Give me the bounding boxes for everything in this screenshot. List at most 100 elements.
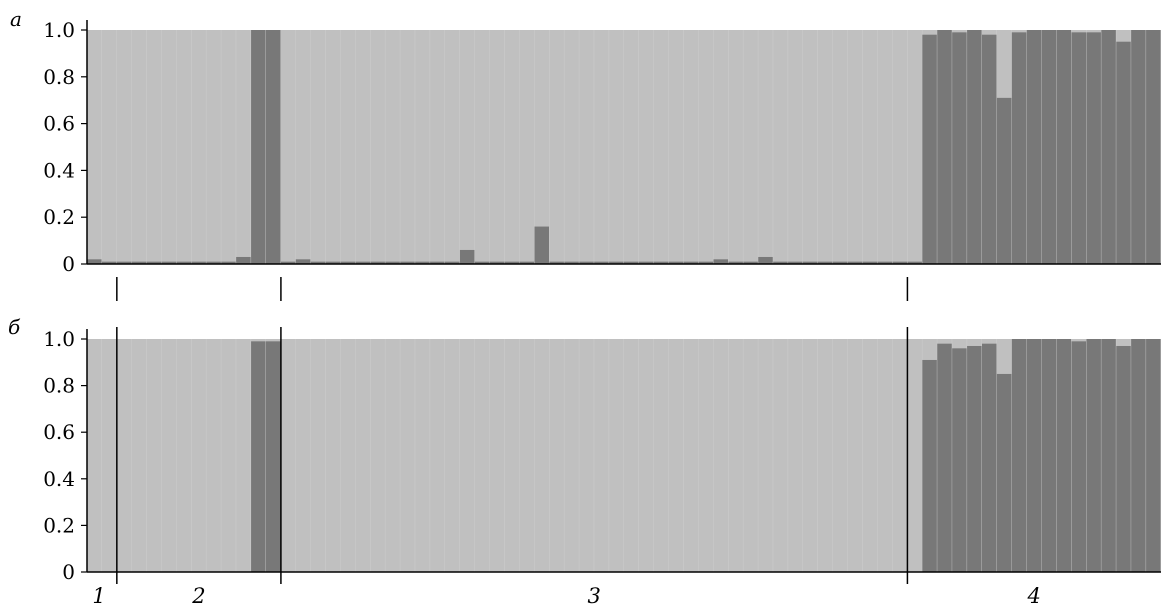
- bar-light-39: [668, 30, 684, 264]
- bar-dark-16: [325, 261, 341, 264]
- bar-light-18: [355, 339, 371, 572]
- y-tick-label: 0.6: [43, 112, 75, 136]
- bar-light-19: [370, 339, 386, 572]
- bar-dark-52: [862, 261, 878, 264]
- bar-dark-23: [430, 261, 445, 264]
- bar-light-36: [624, 30, 639, 264]
- bar-light-29: [519, 339, 535, 572]
- bar-dark-18: [355, 261, 371, 264]
- bar-light-42: [713, 339, 729, 572]
- bar-dark-36: [624, 261, 639, 264]
- bar-dark-21: [400, 261, 416, 264]
- bar-light-5: [161, 30, 177, 264]
- population-label-1: 1: [92, 584, 105, 607]
- bar-light-28: [504, 30, 520, 264]
- bar-light-37: [638, 30, 654, 264]
- bar-light-20: [385, 339, 401, 572]
- bar-dark-0: [87, 259, 102, 264]
- bar-light-9: [221, 30, 237, 264]
- bar-dark-28: [504, 261, 520, 264]
- bar-dark-15: [310, 261, 326, 264]
- bar-light-55: [907, 339, 923, 572]
- bar-light-6: [176, 30, 192, 264]
- bar-dark-63: [1026, 339, 1042, 572]
- bar-light-1: [101, 339, 117, 572]
- bar-light-44: [743, 30, 759, 264]
- bar-light-49: [817, 339, 833, 572]
- bar-light-50: [832, 30, 848, 264]
- bar-light-55: [907, 30, 923, 264]
- bar-light-32: [564, 30, 580, 264]
- bar-light-50: [832, 339, 848, 572]
- bar-light-46: [773, 30, 789, 264]
- bar-dark-68: [1101, 30, 1117, 264]
- bar-dark-46: [773, 261, 789, 264]
- y-tick-label: 0.2: [43, 205, 75, 229]
- bar-light-32: [564, 339, 580, 572]
- bar-dark-14: [295, 259, 311, 264]
- bar-light-40: [683, 339, 699, 572]
- bar-dark-62: [1011, 339, 1027, 572]
- bar-dark-66: [1071, 341, 1087, 572]
- bar-dark-61: [996, 373, 1012, 572]
- bar-light-0: [87, 30, 102, 264]
- bar-light-2: [116, 30, 132, 264]
- bar-light-3: [131, 339, 147, 572]
- bar-light-52: [862, 339, 878, 572]
- bar-light-7: [191, 339, 207, 572]
- y-tick-label: 1.0: [43, 18, 75, 42]
- bar-light-47: [788, 339, 803, 572]
- bar-dark-65: [1056, 30, 1072, 264]
- bar-light-10: [236, 339, 252, 572]
- population-label-4: 4: [1027, 584, 1041, 607]
- population-label-2: 2: [191, 584, 205, 607]
- bar-light-48: [803, 339, 818, 572]
- bar-dark-22: [415, 261, 431, 264]
- bar-light-4: [146, 339, 162, 572]
- bar-light-30: [534, 30, 550, 264]
- bar-light-0: [87, 339, 102, 572]
- bar-dark-61: [996, 97, 1012, 264]
- bar-light-31: [549, 339, 565, 572]
- bar-dark-59: [967, 30, 982, 264]
- bar-dark-63: [1026, 30, 1042, 264]
- bar-dark-71: [1146, 339, 1161, 572]
- bar-light-14: [295, 339, 311, 572]
- bar-light-24: [445, 30, 460, 264]
- bar-light-31: [549, 30, 565, 264]
- bar-dark-70: [1131, 339, 1147, 572]
- bar-light-49: [817, 30, 833, 264]
- bar-light-30: [534, 339, 550, 572]
- bar-dark-51: [847, 261, 863, 264]
- bar-light-16: [325, 30, 341, 264]
- bar-dark-11: [251, 30, 266, 264]
- bar-light-45: [758, 30, 774, 264]
- bar-dark-29: [519, 261, 535, 264]
- bar-dark-56: [922, 359, 938, 572]
- bar-light-7: [191, 30, 207, 264]
- bar-dark-71: [1146, 30, 1161, 264]
- bar-dark-8: [206, 261, 222, 264]
- bar-light-19: [370, 30, 386, 264]
- bar-dark-50: [832, 261, 848, 264]
- bar-dark-48: [803, 261, 818, 264]
- bar-dark-65: [1056, 339, 1072, 572]
- bar-dark-70: [1131, 30, 1147, 264]
- bar-dark-42: [713, 259, 729, 264]
- bar-dark-5: [161, 261, 177, 264]
- bar-dark-11: [251, 341, 266, 572]
- bar-dark-69: [1116, 41, 1132, 265]
- y-tick-label: 0: [62, 252, 75, 276]
- bar-light-46: [773, 339, 789, 572]
- bar-light-48: [803, 30, 818, 264]
- bar-light-41: [698, 339, 714, 572]
- bar-dark-19: [370, 261, 386, 264]
- bar-dark-20: [385, 261, 401, 264]
- panel-b: 0 0.2 0.4 0.6 0.8 1.0 б: [8, 315, 1161, 584]
- bar-light-38: [653, 339, 669, 572]
- bar-light-21: [400, 339, 416, 572]
- population-labels: 1 2 3 4: [92, 584, 1041, 608]
- bar-dark-4: [146, 261, 162, 264]
- bar-light-51: [847, 339, 863, 572]
